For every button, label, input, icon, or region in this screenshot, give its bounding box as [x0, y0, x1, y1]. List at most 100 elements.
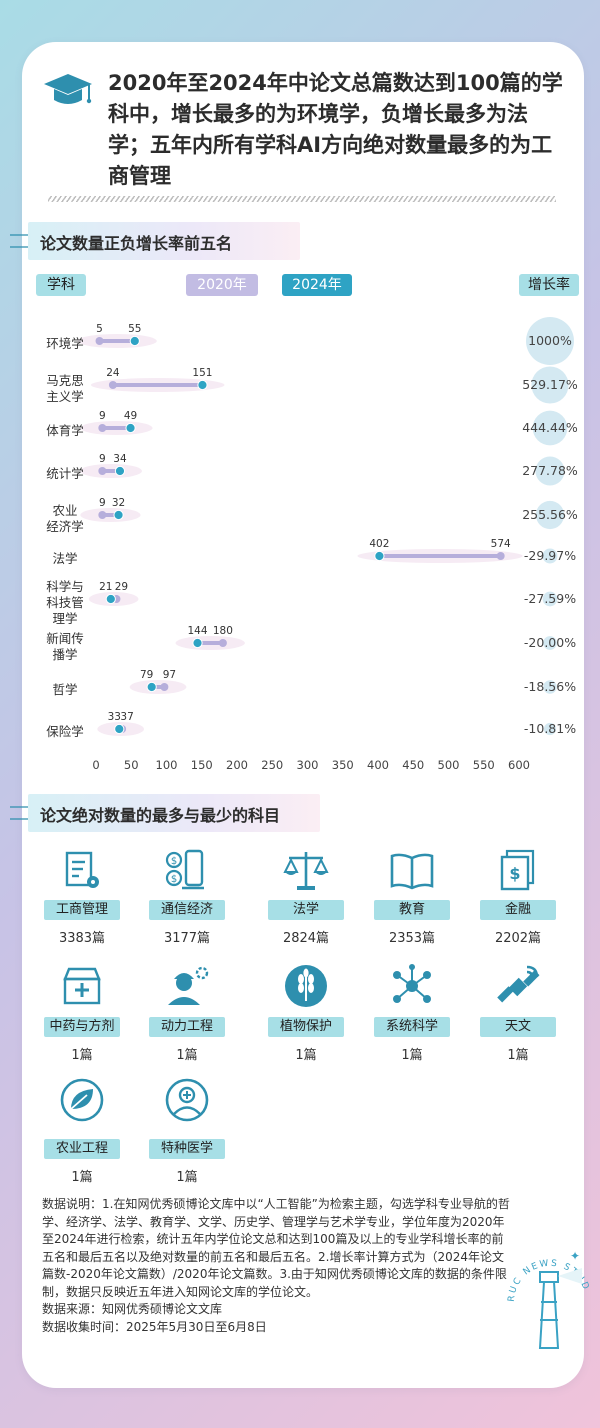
- data-label: 180: [213, 625, 233, 637]
- growth-rate-label: 255.56%: [522, 507, 578, 522]
- subject-count: 1篇: [71, 1170, 93, 1185]
- category-label: 保险学: [40, 724, 90, 740]
- x-tick-label: 350: [332, 758, 354, 772]
- phone-money-icon: $$: [165, 849, 204, 890]
- headline: 2020年至2024年中论文总篇数达到100篇的学科中，增长最多的为环境学，负增…: [108, 71, 563, 188]
- satellite-icon: [497, 965, 540, 1003]
- category-label-line: 马克思: [46, 373, 84, 388]
- point-2020: [95, 337, 104, 345]
- wheat-icon: [285, 965, 327, 1007]
- growth-rate-label: 1000%: [528, 333, 572, 348]
- point-2024: [129, 335, 140, 347]
- medicine-box-icon: [63, 967, 101, 1005]
- point-2024: [125, 422, 136, 434]
- category-label-line: 农业: [52, 503, 78, 518]
- category-label-line: 法学: [52, 551, 78, 566]
- point-2024: [113, 509, 124, 521]
- category-label-line: 新闻传: [46, 631, 84, 646]
- point-2020: [98, 467, 107, 475]
- point-2020: [98, 511, 107, 519]
- growth-rate-label: -29.97%: [523, 548, 577, 563]
- point-2020: [108, 381, 117, 389]
- subject-name: 天文: [480, 1017, 556, 1037]
- subject-count: 2353篇: [388, 931, 436, 946]
- point-2020: [218, 639, 227, 647]
- section1-heading: 论文数量正负增长率前五名: [10, 222, 300, 260]
- category-label-line: 经济学: [46, 519, 84, 534]
- category-label-line: 统计学: [46, 466, 84, 481]
- growth-bubble: [543, 722, 557, 736]
- svg-text:$: $: [509, 864, 520, 883]
- subject-name: 特种医学: [149, 1139, 225, 1159]
- subject-count: 2202篇: [494, 931, 542, 946]
- ruc-news-studio-stamp: RUC NEWS STUDIO ✦: [504, 1240, 589, 1349]
- subject-name: 系统科学: [374, 1017, 450, 1037]
- point-2024: [114, 723, 125, 735]
- data-label: 9: [99, 453, 106, 465]
- growth-bubble: [531, 366, 569, 404]
- subject-name: 教育: [374, 900, 450, 920]
- category-label: 环境学: [40, 336, 90, 352]
- subject-count: 3177篇: [163, 931, 211, 946]
- subject-count: 1篇: [176, 1170, 198, 1185]
- data-label: 29: [115, 581, 128, 593]
- data-label: 55: [128, 323, 141, 335]
- growth-rate-label: -27.59%: [523, 591, 577, 606]
- legend-2020: 2020年: [186, 274, 258, 296]
- notes-methodology: 数据说明：1.在知网优秀硕博论文库中以“人工智能”为检索主题，勾选学科专业导航的…: [42, 1197, 510, 1299]
- x-tick-label: 550: [473, 758, 495, 772]
- section2-title: 论文绝对数量的最多与最少的科目: [40, 806, 281, 825]
- category-label-line: 体育学: [46, 423, 84, 438]
- category-label: 科学与 科技管 理学: [40, 579, 90, 627]
- data-label: 34: [113, 453, 127, 465]
- subject-name: 动力工程: [149, 1017, 225, 1037]
- data-label: 32: [112, 497, 125, 509]
- data-label: 37: [120, 711, 133, 723]
- document-gear-icon: [65, 851, 99, 888]
- data-label: 9: [99, 497, 106, 509]
- subject-name: 法学: [268, 900, 344, 920]
- growth-bubble: [535, 456, 565, 486]
- engineer-icon: [168, 966, 209, 1005]
- subject-name: 中药与方剂: [44, 1017, 120, 1037]
- point-2024: [105, 593, 116, 605]
- subject-name: 工商管理: [44, 900, 120, 920]
- data-notes: 数据说明：1.在知网优秀硕博论文库中以“人工智能”为检索主题，勾选学科专业导航的…: [42, 1196, 512, 1336]
- category-label-line: 环境学: [46, 336, 84, 351]
- x-tick-label: 500: [438, 758, 460, 772]
- data-label: 151: [192, 367, 212, 379]
- scales-icon: [283, 852, 329, 890]
- growth-column-header: 增长率: [519, 274, 579, 296]
- section2-heading: 论文绝对数量的最多与最少的科目: [10, 794, 330, 832]
- svg-text:$: $: [171, 874, 177, 885]
- data-label: 79: [140, 669, 153, 681]
- x-tick-label: 50: [124, 758, 139, 772]
- point-2024: [197, 379, 208, 391]
- category-label-line: 科技管: [46, 595, 84, 610]
- open-book-icon: [390, 853, 434, 890]
- data-label: 49: [124, 410, 137, 422]
- point-2024: [146, 681, 157, 693]
- network-icon: [393, 964, 431, 1003]
- infographic-card: [22, 42, 584, 1388]
- point-2020: [496, 552, 505, 560]
- subject-count: 3383篇: [58, 931, 106, 946]
- category-label: 法学: [40, 551, 90, 567]
- subject-count: 1篇: [401, 1048, 423, 1063]
- growth-rate-label: 529.17%: [522, 377, 578, 392]
- point-2024: [192, 637, 203, 649]
- notes-collection-time: 数据收集时间：2025年5月30日至6月8日: [42, 1319, 267, 1334]
- growth-rate-label: -18.56%: [523, 679, 577, 694]
- subject-name: 通信经济: [149, 900, 225, 920]
- point-2020: [160, 683, 169, 691]
- x-tick-label: 300: [297, 758, 319, 772]
- doctor-icon: [165, 1078, 209, 1122]
- category-label: 马克思 主义学: [40, 373, 90, 405]
- category-label-line: 主义学: [46, 389, 84, 404]
- data-label: 9: [99, 410, 106, 422]
- leaf-icon: [60, 1078, 104, 1122]
- category-label-line: 科学与: [46, 579, 84, 594]
- growth-rate-label: 277.78%: [522, 463, 578, 478]
- section1-title: 论文数量正负增长率前五名: [40, 234, 233, 253]
- hatch-divider: [48, 196, 556, 202]
